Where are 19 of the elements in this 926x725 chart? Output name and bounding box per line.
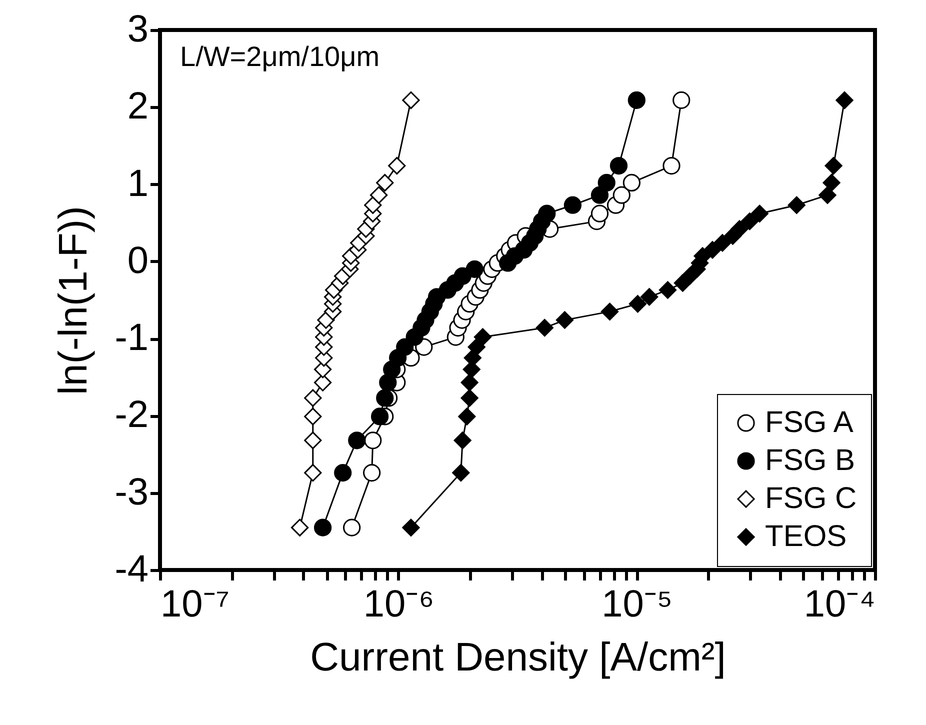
y-tick-label: 3 (127, 8, 148, 50)
legend-label: FSG C (765, 482, 857, 515)
legend-label: FSG A (765, 406, 854, 439)
y-tick-label: -2 (114, 394, 148, 436)
y-tick-label: 0 (127, 240, 148, 282)
x-tick-label: 10⁻⁴ (804, 584, 876, 626)
x-tick-label: 10⁻⁵ (602, 584, 673, 626)
y-tick-label: -3 (114, 471, 148, 514)
x-tick-label: 10⁻⁷ (160, 584, 230, 626)
legend-label: TEOS (765, 520, 847, 553)
x-axis-title: Current Density [A/cm²] (310, 636, 726, 680)
y-tick-label: -1 (114, 317, 148, 360)
y-axis-title: ln(-ln(1-F)) (52, 206, 96, 395)
legend-label: FSG B (765, 444, 856, 477)
annotation: L/W=2μm/10μm (180, 41, 380, 72)
y-tick-label: 1 (127, 162, 148, 205)
y-tick-label: 2 (127, 86, 148, 128)
x-tick-label: 10⁻⁶ (363, 584, 434, 626)
y-tick-label: -4 (114, 548, 148, 590)
